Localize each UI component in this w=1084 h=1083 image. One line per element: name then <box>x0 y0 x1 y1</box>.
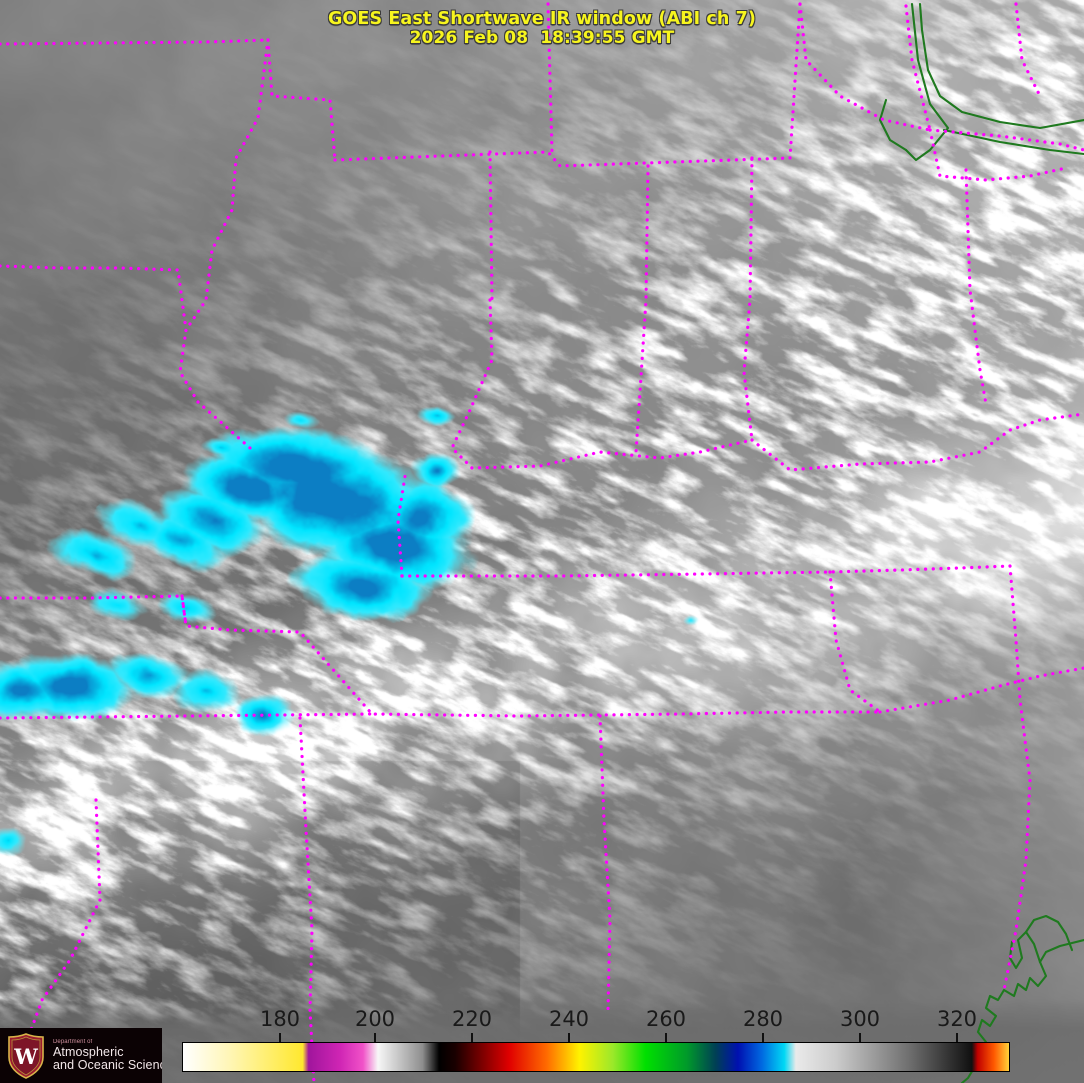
logo-dept-line1: Atmospheric <box>53 1045 124 1060</box>
logo-dept-prefix: Department of <box>53 1039 93 1046</box>
svg-text:W: W <box>13 1044 38 1069</box>
temperature-colorbar <box>182 1042 1010 1072</box>
logo-text-block: Department of Atmospheric and Oceanic Sc… <box>53 1039 162 1072</box>
colorbar-gradient <box>183 1043 1009 1071</box>
uw-aos-logo: W Department of Atmospheric and Oceanic … <box>0 1028 162 1083</box>
logo-dept-line2: and Oceanic Sciences <box>53 1058 162 1072</box>
uw-crest-icon: W <box>4 1032 48 1079</box>
